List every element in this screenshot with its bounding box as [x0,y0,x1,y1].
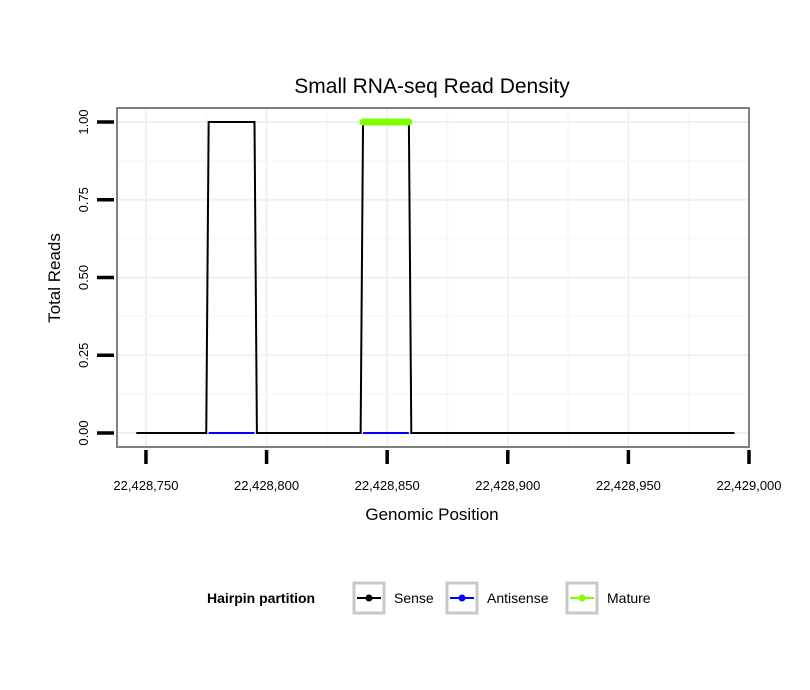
y-axis: 0.00 0.25 0.50 0.75 1.00 [76,109,114,446]
legend-point-sense [365,594,373,602]
x-tick-label: 22,429,000 [716,478,781,493]
x-tick-label: 22,428,750 [113,478,178,493]
series-line-sense [136,121,735,434]
y-tick-label: 0.00 [76,420,91,445]
chart-title: Small RNA-seq Read Density [294,75,570,98]
x-axis-title: Genomic Position [365,505,498,524]
legend: Hairpin partition Sense Antisense Mature [207,581,651,615]
legend-point-antisense [458,594,466,602]
x-tick-label: 22,428,800 [234,478,299,493]
legend-label-mature: Mature [607,590,651,606]
legend-label-antisense: Antisense [487,590,549,606]
y-tick-label: 0.75 [76,187,91,212]
series-layer [136,118,735,434]
y-tick-label: 0.50 [76,265,91,290]
legend-title: Hairpin partition [207,590,315,606]
x-tick-label: 22,428,850 [355,478,420,493]
legend-label-sense: Sense [394,590,434,606]
x-tick-label: 22,428,900 [475,478,540,493]
x-axis: 22,428,750 22,428,800 22,428,850 22,428,900… [113,450,782,493]
y-tick-label: 0.25 [76,343,91,368]
legend-point-mature [578,594,586,602]
y-axis-title: Total Reads [45,233,64,323]
y-tick-label: 1.00 [76,109,91,134]
x-tick-label: 22,428,950 [596,478,661,493]
plot-border [116,107,750,448]
